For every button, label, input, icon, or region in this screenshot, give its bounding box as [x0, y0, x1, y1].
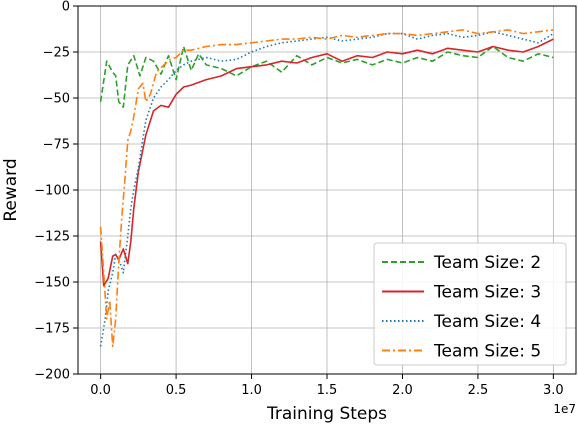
x-axis-offset-label: 1e7 — [553, 402, 576, 416]
y-axis-label: Reward — [1, 158, 21, 221]
series-lines — [99, 29, 554, 348]
y-tick-label: −100 — [34, 184, 70, 199]
x-tick-label: 0.0 — [90, 383, 111, 398]
y-tick-label: −175 — [34, 322, 70, 337]
series-line-2 — [99, 38, 554, 287]
legend-label-3: Team Size: 4 — [433, 312, 541, 332]
x-tick-label: 0.5 — [166, 383, 187, 398]
legend: Team Size: 2 Team Size: 3 Team Size: 4 Team… — [373, 242, 567, 366]
y-axis-ticks: 0 −25 −50 −75 −100 −125 −150 −175 −200 — [34, 0, 78, 383]
x-tick-label: 2.5 — [468, 383, 489, 398]
x-axis-ticks: 0.0 0.5 1.0 1.5 2.0 2.5 3.0 — [90, 374, 564, 398]
legend-label-4: Team Size: 5 — [433, 342, 541, 362]
series-line-4 — [99, 29, 554, 348]
y-tick-label: −25 — [43, 46, 70, 61]
y-tick-label: −200 — [34, 368, 70, 383]
legend-box — [373, 242, 567, 366]
y-tick-label: 0 — [62, 0, 70, 15]
x-tick-label: 1.0 — [241, 383, 262, 398]
legend-label-2: Team Size: 3 — [433, 283, 541, 303]
x-tick-label: 3.0 — [543, 383, 564, 398]
legend-label-1: Team Size: 2 — [433, 253, 541, 273]
y-tick-label: −75 — [43, 138, 70, 153]
series-line-3 — [99, 31, 554, 347]
y-tick-label: −150 — [34, 276, 70, 291]
x-tick-label: 2.0 — [392, 383, 413, 398]
y-tick-label: −125 — [34, 230, 70, 245]
x-axis-label: Training Steps — [266, 404, 387, 424]
y-tick-label: −50 — [43, 92, 70, 107]
x-tick-label: 1.5 — [317, 383, 338, 398]
